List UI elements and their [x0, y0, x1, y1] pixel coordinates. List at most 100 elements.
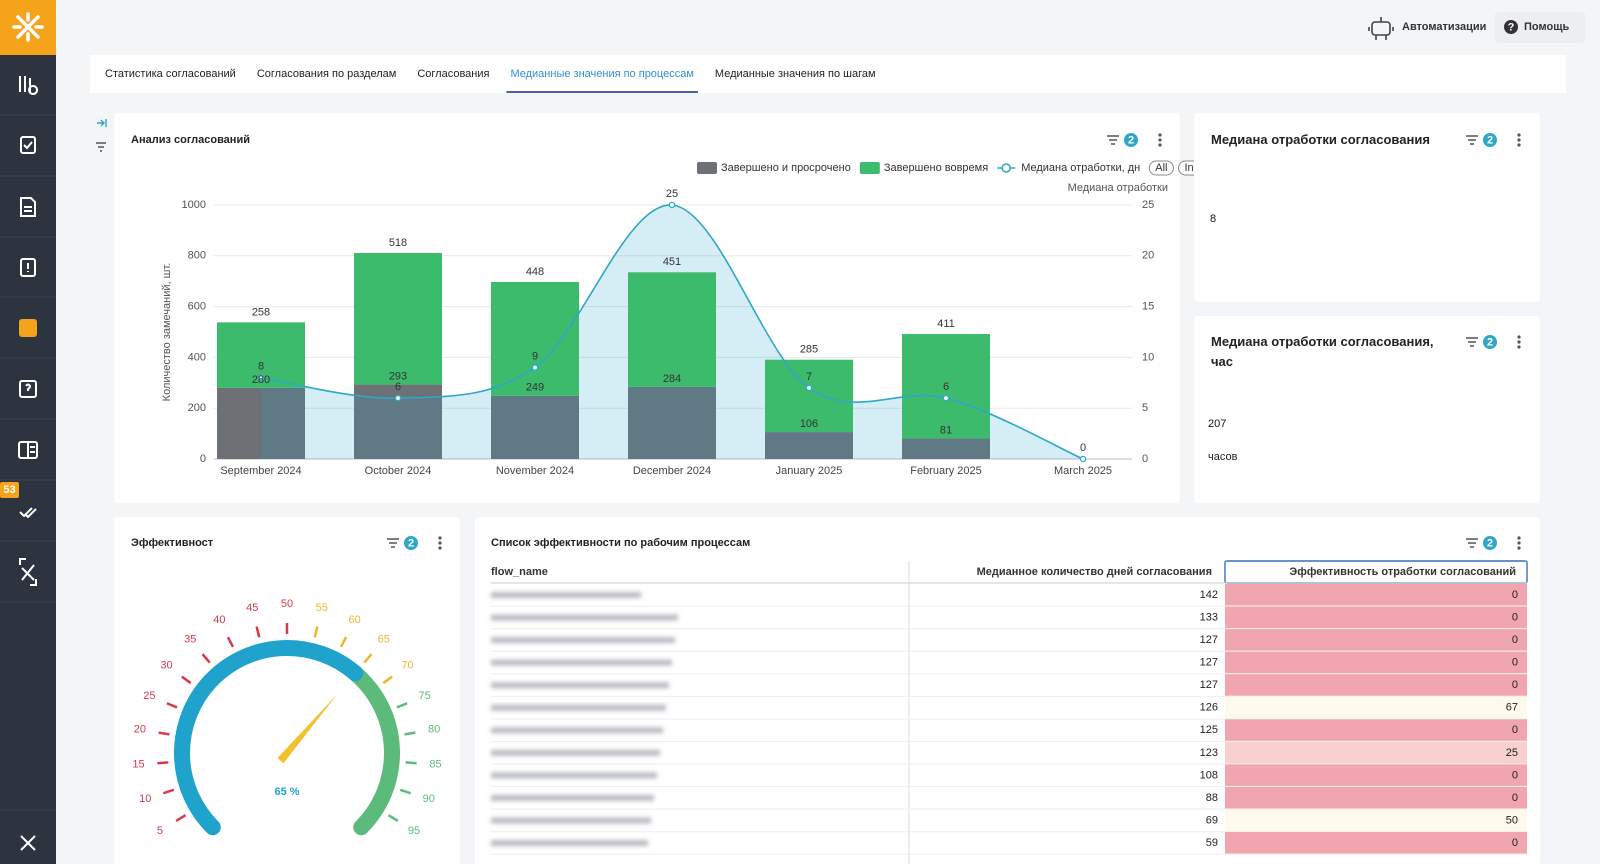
efficiency-cell [1225, 741, 1527, 764]
tab[interactable]: Согласования [417, 68, 489, 80]
menu-dot[interactable] [1517, 133, 1521, 137]
legend-swatch [859, 162, 880, 174]
cell: 0 [1512, 634, 1518, 646]
data-label: 7 [806, 371, 812, 383]
data-label: 293 [389, 370, 407, 382]
help-button[interactable] [1494, 12, 1586, 43]
gauge-tick [166, 702, 178, 709]
data-label: 451 [663, 256, 681, 268]
menu-dot[interactable] [1158, 138, 1162, 142]
gauge-tick-label: 55 [316, 602, 328, 614]
y-tick-label: 0 [200, 453, 206, 465]
menu-dot[interactable] [1517, 143, 1521, 147]
data-label: 6 [943, 381, 949, 393]
automations-link[interactable]: Автоматизации [1402, 21, 1486, 33]
data-label: 25 [666, 188, 678, 200]
y-tick-label: 600 [188, 301, 206, 313]
table-title: Список эффективности по рабочим процесса… [491, 537, 750, 549]
filter-icon[interactable] [96, 142, 106, 152]
cell: 0 [1512, 792, 1518, 804]
y-axis-label: Количество замечаний, шт. [161, 263, 173, 402]
y-tick-label: 1000 [182, 199, 206, 211]
blurred-flow-name [491, 637, 675, 644]
cell: 126 [1200, 702, 1218, 714]
line-marker [668, 201, 676, 209]
chart-title: Анализ согласований [131, 134, 250, 146]
menu-dot[interactable] [1158, 143, 1162, 147]
legend-button-label[interactable]: All [1155, 162, 1167, 174]
blurred-flow-name [491, 682, 669, 689]
column-header[interactable]: Медианное количество дней согласования [977, 566, 1212, 578]
y2-tick-label: 20 [1142, 250, 1154, 262]
legend-button[interactable] [1148, 160, 1174, 176]
data-label: 81 [940, 424, 952, 436]
line-marker [394, 394, 402, 402]
kpi-value: 207 [1208, 418, 1226, 430]
menu-dot[interactable] [438, 536, 442, 540]
collapse-icon[interactable] [97, 119, 107, 127]
tab[interactable]: Согласования по разделам [257, 68, 397, 80]
help-icon [1504, 20, 1518, 34]
tab[interactable]: Медианные значения по процессам [510, 68, 693, 80]
menu-dot[interactable] [438, 541, 442, 545]
legend-label[interactable]: Медиана отработки, дн [1021, 162, 1140, 174]
menu-dot[interactable] [438, 546, 442, 550]
menu-dot[interactable] [1517, 138, 1521, 142]
efficiency-cell [1225, 786, 1527, 809]
menu-dot[interactable] [1517, 345, 1521, 349]
gauge-tick [339, 636, 348, 648]
column-header[interactable]: Эффективность отработки согласований [1289, 566, 1516, 578]
y2-tick-label: 25 [1142, 199, 1154, 211]
x-tick-label: December 2024 [633, 465, 711, 477]
efficiency-cell [1225, 651, 1527, 674]
help-icon-mark: ? [1508, 21, 1515, 33]
cell: 127 [1200, 634, 1218, 646]
gauge-tick [387, 814, 399, 822]
gauge-tick-label: 20 [134, 724, 146, 736]
efficiency-cell [1225, 629, 1527, 651]
gauge-tick-label: 75 [419, 690, 431, 702]
filter-count: 2 [408, 537, 414, 549]
gauge-tick-label: 45 [246, 602, 258, 614]
filter-button[interactable] [387, 538, 399, 548]
gauge-tick-label: 30 [160, 659, 172, 671]
menu-dot[interactable] [1517, 536, 1521, 540]
filter-button[interactable] [1466, 337, 1478, 347]
logo-icon [12, 12, 44, 42]
data-label: 518 [389, 237, 407, 249]
gauge-title: Эффективност [131, 537, 214, 549]
line-marker [1079, 455, 1087, 463]
menu-dot[interactable] [1517, 541, 1521, 545]
data-label: 0 [1080, 442, 1086, 454]
legend-label[interactable]: Завершено вовремя [884, 162, 988, 174]
tabs-bar [90, 55, 1566, 93]
cell: 25 [1506, 747, 1518, 759]
legend-label[interactable]: Завершено и просрочено [721, 162, 851, 174]
menu-dot[interactable] [1517, 340, 1521, 344]
y2-tick-label: 5 [1142, 402, 1148, 414]
filter-button[interactable] [1466, 135, 1478, 145]
menu-dot[interactable] [1517, 546, 1521, 550]
help-label[interactable]: Помощь [1524, 21, 1569, 33]
x-tick-label: February 2025 [910, 465, 982, 477]
x-tick-label: January 2025 [776, 465, 843, 477]
y2-tick-label: 15 [1142, 301, 1154, 313]
menu-dot[interactable] [1517, 335, 1521, 339]
menu-dot[interactable] [1158, 133, 1162, 137]
kpi-title: Медиана отработки согласования [1211, 132, 1430, 147]
tab[interactable]: Медианные значения по шагам [715, 68, 876, 80]
bar [902, 438, 990, 459]
filter-badge [1483, 536, 1497, 550]
bar [491, 395, 579, 459]
filter-button[interactable] [1107, 135, 1119, 145]
cell: 67 [1506, 702, 1518, 714]
sidebar-icons[interactable] [18, 76, 39, 851]
filter-button[interactable] [1466, 538, 1478, 548]
filter-badge [1124, 133, 1138, 147]
column-header[interactable]: flow_name [491, 566, 548, 578]
tab[interactable]: Статистика согласований [105, 68, 236, 80]
data-label: 411 [937, 318, 955, 330]
sidebar-badge: 53 [3, 484, 15, 496]
gauge-tick-label: 65 [378, 634, 390, 646]
cell: 69 [1206, 814, 1218, 826]
